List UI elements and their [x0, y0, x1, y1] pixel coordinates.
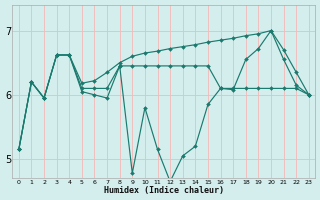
X-axis label: Humidex (Indice chaleur): Humidex (Indice chaleur)	[104, 186, 224, 195]
